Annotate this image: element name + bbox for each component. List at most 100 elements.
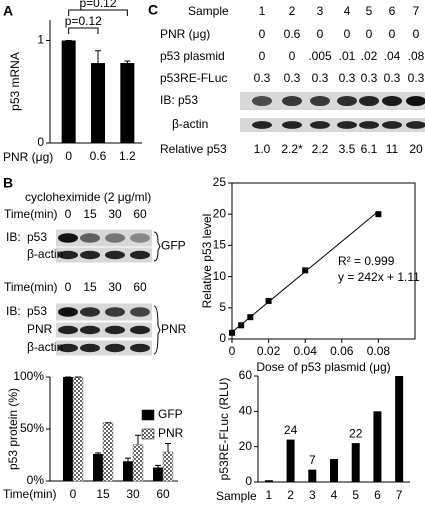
blot-band <box>310 121 330 129</box>
table-cell: 0 <box>344 27 351 41</box>
time-value: 60 <box>133 280 147 294</box>
significance-bracket <box>68 27 99 34</box>
table-cell: 0.3 <box>254 71 271 85</box>
table-cell: 20 <box>409 142 423 156</box>
blot-band <box>80 343 100 353</box>
bar <box>132 444 144 482</box>
table-header: 7 <box>413 4 420 18</box>
table-header: 3 <box>317 4 324 18</box>
table-cell: 11 <box>386 142 399 156</box>
table-cell: 0.3 <box>339 71 356 85</box>
bar <box>102 422 114 482</box>
blot-band <box>105 233 125 243</box>
data-label: 22 <box>349 426 363 440</box>
table-cell: 2.2* <box>281 142 303 156</box>
y-tick-label: 40 <box>239 404 253 418</box>
table-cell: 0 <box>366 27 373 41</box>
table-cell: 0.3 <box>312 71 329 85</box>
blot-row-label: p53 <box>27 230 47 244</box>
blot-label: IB: p53 <box>160 93 198 107</box>
point <box>375 211 382 218</box>
x-tick-label: 1.2 <box>119 149 136 163</box>
x-tick-label: 0 <box>65 149 72 163</box>
y-tick-label: 50% <box>20 421 44 435</box>
blot-row-label: p53 <box>27 304 47 318</box>
blot-band <box>337 95 357 107</box>
bar <box>63 377 73 481</box>
blot-band <box>359 95 379 107</box>
y-tick-label: 25 <box>213 175 227 189</box>
blot-band <box>58 343 78 353</box>
blot-band <box>337 121 357 129</box>
blot-band <box>359 121 379 129</box>
x-axis-label: Sample <box>216 489 257 503</box>
y-axis-label: p53 mRNA <box>8 52 22 111</box>
bar <box>72 376 84 482</box>
x-tick-label: 2 <box>287 488 294 502</box>
bar <box>153 467 163 481</box>
blot-background <box>56 303 152 321</box>
blot-band <box>252 95 272 107</box>
blot-band <box>130 233 150 243</box>
blot-band <box>58 233 78 243</box>
legend-label: GFP <box>158 407 183 421</box>
table-header: 2 <box>289 4 296 18</box>
blot-band <box>58 307 78 317</box>
blot-band <box>80 233 100 243</box>
x-tick-label: 7 <box>396 488 403 502</box>
table-cell: .08 <box>408 49 425 63</box>
ib-label: IB: <box>6 230 21 244</box>
table-cell: 0 <box>289 49 296 63</box>
table-header: 4 <box>344 4 351 18</box>
table-cell: .04 <box>384 49 401 63</box>
table-cell: 0.3 <box>408 71 425 85</box>
blot-band <box>58 325 78 335</box>
table-cell: 2.2 <box>312 142 329 156</box>
error-bar <box>125 457 131 462</box>
blot-band <box>130 307 150 317</box>
group-label: PNR <box>161 322 187 336</box>
x-tick-label: 3 <box>309 488 316 502</box>
y-tick-label: 0% <box>27 473 45 487</box>
y-tick-label: 1 <box>37 33 44 47</box>
blot-label: β-actin <box>172 117 208 131</box>
bar <box>91 63 105 143</box>
annotation: p=0.12 <box>65 14 102 28</box>
x-tick-label: 4 <box>331 488 338 502</box>
annotation: p=0.12 <box>79 0 116 10</box>
table-row-label: p53 plasmid <box>160 49 225 63</box>
bar <box>373 411 382 482</box>
y-tick-label: 20 <box>239 439 253 453</box>
table-cell: 6.1 <box>361 142 378 156</box>
error-bar <box>95 452 101 454</box>
table-header-label: Sample <box>188 4 229 18</box>
y-tick-label: 15 <box>213 238 227 252</box>
time-value: 30 <box>108 207 122 221</box>
point <box>229 329 235 336</box>
y-tick-label: 0 <box>245 474 252 488</box>
table-row-label: PNR (μg) <box>160 27 210 41</box>
point <box>238 322 245 329</box>
x-tick-label: 0.02 <box>257 344 281 358</box>
panel-label: A <box>3 3 13 19</box>
table-cell: 0.3 <box>384 71 401 85</box>
table-cell: 0 <box>317 27 324 41</box>
data-label: 7 <box>309 453 316 467</box>
blot-band <box>80 250 100 260</box>
table-cell: .01 <box>339 49 356 63</box>
y-axis-label: p53 protein (%) <box>6 388 20 470</box>
bar <box>395 376 404 482</box>
table-cell: .005 <box>308 49 332 63</box>
time-value: 30 <box>108 280 122 294</box>
annotation: R² = 0.999 <box>338 254 395 268</box>
treatment-label: cycloheximide (2 μg/ml) <box>25 190 151 204</box>
time-value: 60 <box>133 207 147 221</box>
bracket <box>153 231 161 262</box>
blot-background <box>56 340 152 356</box>
legend-swatch <box>141 409 155 421</box>
bar <box>93 453 103 481</box>
x-tick-label: 30 <box>126 487 140 501</box>
blot-band <box>58 250 78 260</box>
